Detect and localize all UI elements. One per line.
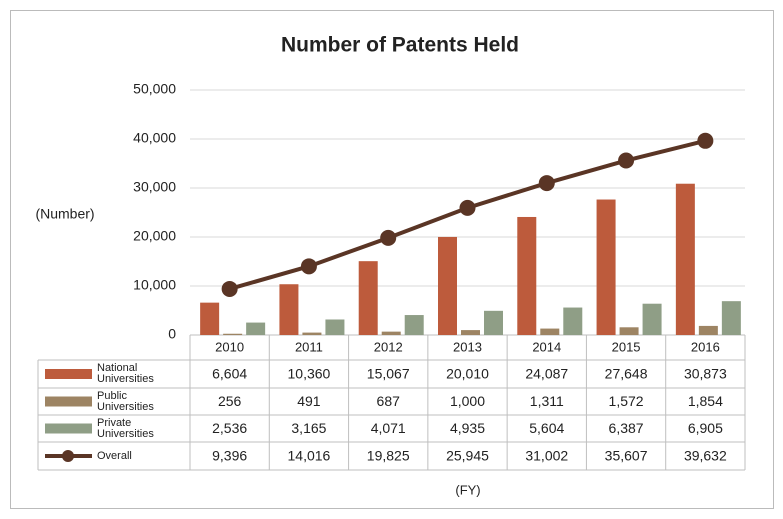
y-tick-label: 40,000 (133, 130, 176, 146)
table-value: 491 (297, 393, 321, 409)
table-value: 9,396 (212, 448, 247, 464)
line-marker (538, 175, 555, 192)
bar (381, 331, 401, 335)
line-marker (221, 280, 238, 297)
table-value: 14,016 (288, 448, 331, 464)
chart-title: Number of Patents Held (281, 34, 519, 57)
bar (358, 261, 378, 335)
table-value: 39,632 (684, 448, 727, 464)
table-value: 30,873 (684, 366, 727, 382)
table-value: 1,311 (530, 393, 564, 409)
table-value: 2,536 (212, 420, 247, 436)
bar (540, 328, 560, 335)
bar (642, 303, 662, 335)
table-value: 687 (377, 393, 401, 409)
table-value: 15,067 (367, 366, 410, 382)
bar (596, 199, 616, 335)
x-tick-label: 2011 (295, 339, 323, 354)
bar (675, 183, 695, 335)
y-tick-label: 0 (168, 326, 176, 342)
table-value: 24,087 (525, 366, 568, 382)
y-tick-label: 20,000 (133, 228, 176, 244)
y-axis-label: (Number) (35, 206, 94, 222)
table-value: 256 (218, 393, 242, 409)
table-value: 6,604 (212, 366, 247, 382)
legend-label: Public Universities (97, 389, 154, 413)
table-value: 4,935 (450, 420, 485, 436)
legend-label: Private Universities (97, 416, 154, 440)
table-value: 6,905 (688, 420, 723, 436)
bar (563, 307, 583, 335)
legend-swatch (45, 396, 92, 407)
table-value: 20,010 (446, 366, 489, 382)
bar (223, 333, 243, 335)
table-value: 10,360 (288, 366, 331, 382)
table-value: 1,854 (688, 393, 723, 409)
legend-swatch (45, 369, 92, 379)
table-value: 5,604 (529, 420, 564, 436)
bar (619, 327, 639, 335)
legend-label: National Universities (97, 362, 154, 385)
bar (279, 284, 299, 335)
line-marker (300, 258, 317, 275)
legend-swatch (45, 423, 92, 434)
x-tick-label: 2014 (532, 339, 561, 354)
table-value: 1,000 (450, 393, 485, 409)
legend-label: Overall (97, 449, 132, 462)
bar (200, 302, 220, 335)
x-axis-label: (FY) (455, 482, 480, 497)
line-marker (459, 199, 476, 216)
x-tick-label: 2010 (215, 339, 244, 354)
y-tick-label: 10,000 (133, 277, 176, 293)
line-marker (618, 152, 635, 169)
table-value: 35,607 (605, 448, 648, 464)
table-value: 1,572 (609, 393, 644, 409)
x-tick-label: 2012 (374, 339, 403, 354)
table-value: 4,071 (371, 420, 406, 436)
table-value: 19,825 (367, 448, 410, 464)
bar (484, 310, 503, 335)
table-value: 31,002 (525, 448, 568, 464)
y-tick-label: 30,000 (133, 179, 176, 195)
bar (438, 236, 457, 335)
bar (517, 216, 537, 335)
bar (721, 301, 741, 335)
x-tick-label: 2013 (453, 339, 482, 354)
table-value: 6,387 (609, 420, 644, 436)
table-value: 3,165 (291, 420, 326, 436)
bar (246, 322, 266, 335)
bar (302, 332, 322, 335)
bar (461, 330, 480, 335)
legend-marker (62, 450, 74, 462)
table-value: 27,648 (605, 366, 648, 382)
x-tick-label: 2015 (612, 339, 641, 354)
x-tick-label: 2016 (691, 339, 720, 354)
chart-frame (10, 10, 774, 509)
line-marker (697, 132, 714, 149)
bar (698, 325, 718, 335)
line-marker (380, 229, 397, 246)
table-value: 25,945 (446, 448, 489, 464)
bar (325, 319, 345, 335)
y-tick-label: 50,000 (133, 81, 176, 97)
bar (404, 315, 424, 335)
